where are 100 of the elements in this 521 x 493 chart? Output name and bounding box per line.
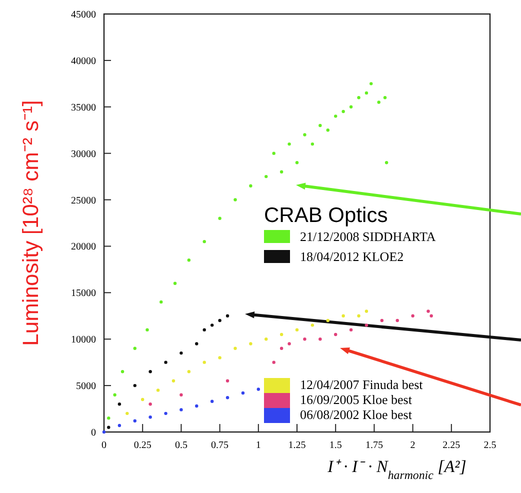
point: [256, 388, 260, 391]
point: [288, 342, 291, 346]
point: [107, 426, 110, 429]
point: [280, 346, 284, 350]
point: [126, 412, 129, 416]
x-tick-label: 0.75: [211, 440, 229, 451]
point: [288, 142, 291, 146]
point: [226, 379, 230, 383]
point: [249, 184, 252, 188]
point: [113, 393, 116, 396]
point: [318, 338, 322, 341]
point: [210, 324, 214, 327]
point: [180, 408, 183, 412]
point: [172, 379, 176, 383]
point: [118, 424, 122, 428]
point: [364, 310, 368, 313]
point: [173, 282, 177, 285]
legend-label: 06/08/2002 Kloe best: [300, 407, 412, 422]
point: [272, 152, 276, 155]
point: [118, 402, 122, 406]
point: [156, 388, 160, 392]
point: [234, 346, 237, 350]
point: [202, 240, 206, 244]
point: [377, 100, 380, 104]
y-tick-label: 20000: [71, 242, 96, 253]
y-tick-label: 30000: [71, 148, 96, 160]
point: [164, 412, 168, 416]
y-tick-label: 5000: [76, 381, 96, 392]
point: [364, 324, 368, 327]
point: [241, 391, 245, 395]
point: [318, 124, 322, 128]
point: [280, 170, 284, 174]
point: [264, 338, 268, 341]
legend-label: 12/04/2007 Finuda best: [300, 377, 424, 392]
point: [187, 370, 191, 374]
point: [107, 416, 110, 420]
point: [396, 318, 399, 322]
point: [102, 430, 106, 434]
point: [426, 310, 430, 313]
point: [249, 342, 252, 346]
point: [264, 174, 268, 178]
y-axis-title: Luminosity [10²⁸ cm⁻² s⁻¹]: [18, 100, 43, 346]
point: [326, 128, 330, 132]
point: [234, 198, 237, 202]
point: [180, 351, 183, 355]
point: [148, 416, 152, 419]
point: [148, 370, 152, 374]
point: [349, 105, 353, 108]
point: [202, 360, 206, 364]
x-tick-label: 1: [256, 440, 261, 451]
point: [272, 360, 276, 364]
point: [310, 324, 314, 327]
point: [180, 393, 183, 396]
point: [334, 114, 338, 118]
legend-label: 21/12/2008 SIDDHARTA: [300, 229, 436, 244]
point: [164, 360, 168, 364]
point: [160, 300, 163, 304]
point: [383, 96, 387, 100]
point: [218, 318, 222, 322]
point: [370, 82, 373, 86]
x-tick-label: 1.75: [365, 440, 383, 451]
point: [195, 342, 198, 346]
legend-title: CRAB Optics: [264, 204, 388, 227]
point: [303, 133, 306, 136]
x-tick-label: 1.5: [329, 440, 342, 451]
legend-label: 18/04/2012 KLOE2: [300, 249, 404, 264]
point: [430, 314, 433, 318]
y-tick-label: 45000: [71, 10, 96, 20]
point: [342, 110, 345, 114]
x-tick-label: 2.25: [442, 440, 460, 451]
point: [133, 346, 136, 350]
point: [148, 402, 152, 406]
point: [226, 396, 230, 400]
point: [384, 161, 388, 164]
point: [187, 258, 191, 262]
point: [210, 400, 214, 403]
y-tick-label: 25000: [71, 195, 96, 206]
point: [133, 384, 136, 388]
y-tick-label: 15000: [71, 288, 96, 300]
point: [342, 314, 345, 318]
point: [280, 332, 284, 336]
point: [146, 328, 149, 332]
point: [380, 318, 384, 322]
x-tick-label: 2.5: [484, 440, 496, 451]
point: [349, 328, 353, 332]
point: [326, 318, 330, 322]
point: [310, 142, 314, 146]
x-tick-label: 2: [410, 440, 416, 451]
point: [295, 328, 299, 332]
legend-label: 16/09/2005 Kloe best: [300, 392, 412, 407]
y-tick-label: 40000: [71, 56, 96, 67]
y-tick-label: 35000: [71, 102, 96, 114]
point: [218, 216, 222, 220]
x-axis-title: I⁺ · I⁻ · N$_{harmonic}$ [A²]: [326, 457, 466, 482]
point: [120, 370, 124, 374]
point: [141, 398, 144, 402]
point: [295, 161, 299, 164]
point: [218, 356, 222, 360]
point: [133, 419, 136, 422]
x-tick-label: 0: [102, 440, 106, 451]
